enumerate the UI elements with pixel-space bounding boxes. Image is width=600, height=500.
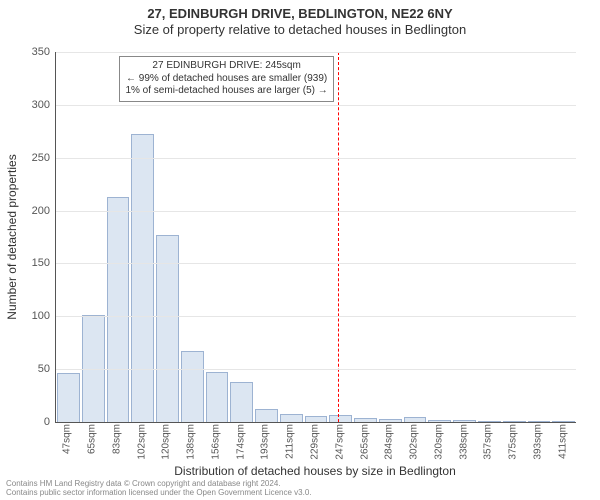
- chart-subtitle: Size of property relative to detached ho…: [0, 22, 600, 42]
- x-tick-label: 193sqm: [260, 424, 271, 460]
- histogram-bar: [379, 419, 402, 422]
- y-tick-label: 200: [20, 205, 50, 217]
- histogram-bar: [478, 421, 501, 422]
- gridline: [56, 316, 576, 317]
- y-tick-label: 300: [20, 99, 50, 111]
- footer-attribution: Contains HM Land Registry data © Crown c…: [6, 480, 312, 498]
- histogram-bar: [305, 416, 328, 422]
- x-tick-label: 138sqm: [186, 424, 197, 460]
- x-tick-label: 265sqm: [359, 424, 370, 460]
- x-tick-label: 320sqm: [433, 424, 444, 460]
- histogram-bar: [131, 134, 154, 422]
- x-tick-label: 229sqm: [310, 424, 321, 460]
- x-tick-label: 102sqm: [136, 424, 147, 460]
- y-tick-label: 50: [20, 363, 50, 375]
- y-tick-label: 350: [20, 46, 50, 58]
- x-tick-label: 375sqm: [508, 424, 519, 460]
- histogram-bar: [255, 409, 278, 422]
- gridline: [56, 158, 576, 159]
- gridline: [56, 105, 576, 106]
- y-axis-label: Number of detached properties: [5, 154, 19, 319]
- plot-area: Number of detached properties 27 EDINBUR…: [55, 52, 576, 423]
- histogram-bar: [230, 382, 253, 422]
- annotation-box: 27 EDINBURGH DRIVE: 245sqm ← 99% of deta…: [119, 56, 333, 102]
- reference-line: [338, 52, 339, 422]
- histogram-bar: [181, 351, 204, 422]
- y-tick-label: 100: [20, 310, 50, 322]
- annotation-line: 1% of semi-detached houses are larger (5…: [125, 85, 327, 98]
- histogram-bar: [329, 415, 352, 422]
- x-tick-label: 65sqm: [87, 424, 98, 454]
- histogram-bar: [428, 420, 451, 422]
- gridline: [56, 52, 576, 53]
- histogram-bar: [404, 417, 427, 422]
- histogram-bar: [57, 373, 80, 422]
- x-tick-label: 393sqm: [532, 424, 543, 460]
- y-tick-label: 250: [20, 152, 50, 164]
- gridline: [56, 369, 576, 370]
- chart-container: 27, EDINBURGH DRIVE, BEDLINGTON, NE22 6N…: [0, 0, 600, 500]
- x-tick-label: 411sqm: [557, 424, 568, 459]
- histogram-bar: [453, 420, 476, 422]
- histogram-bar: [552, 421, 575, 422]
- x-tick-label: 83sqm: [111, 424, 122, 454]
- x-tick-label: 357sqm: [483, 424, 494, 460]
- x-axis-label: Distribution of detached houses by size …: [55, 464, 575, 478]
- histogram-bar: [107, 197, 130, 422]
- histogram-bar: [503, 421, 526, 422]
- gridline: [56, 263, 576, 264]
- x-tick-label: 211sqm: [285, 424, 296, 459]
- histogram-bar: [528, 421, 551, 422]
- bars-group: [56, 52, 576, 422]
- x-tick-label: 302sqm: [409, 424, 420, 460]
- histogram-bar: [280, 414, 303, 422]
- chart-title: 27, EDINBURGH DRIVE, BEDLINGTON, NE22 6N…: [0, 0, 600, 22]
- x-tick-label: 47sqm: [62, 424, 73, 454]
- x-tick-label: 338sqm: [458, 424, 469, 460]
- histogram-bar: [206, 372, 229, 422]
- y-tick-label: 150: [20, 257, 50, 269]
- histogram-bar: [354, 418, 377, 422]
- x-tick-label: 156sqm: [210, 424, 221, 460]
- annotation-line: ← 99% of detached houses are smaller (93…: [125, 73, 327, 86]
- y-tick-label: 0: [20, 416, 50, 428]
- annotation-line: 27 EDINBURGH DRIVE: 245sqm: [125, 60, 327, 73]
- x-tick-label: 247sqm: [334, 424, 345, 460]
- x-tick-label: 174sqm: [235, 424, 246, 460]
- gridline: [56, 211, 576, 212]
- x-tick-label: 120sqm: [161, 424, 172, 460]
- x-tick-label: 284sqm: [384, 424, 395, 460]
